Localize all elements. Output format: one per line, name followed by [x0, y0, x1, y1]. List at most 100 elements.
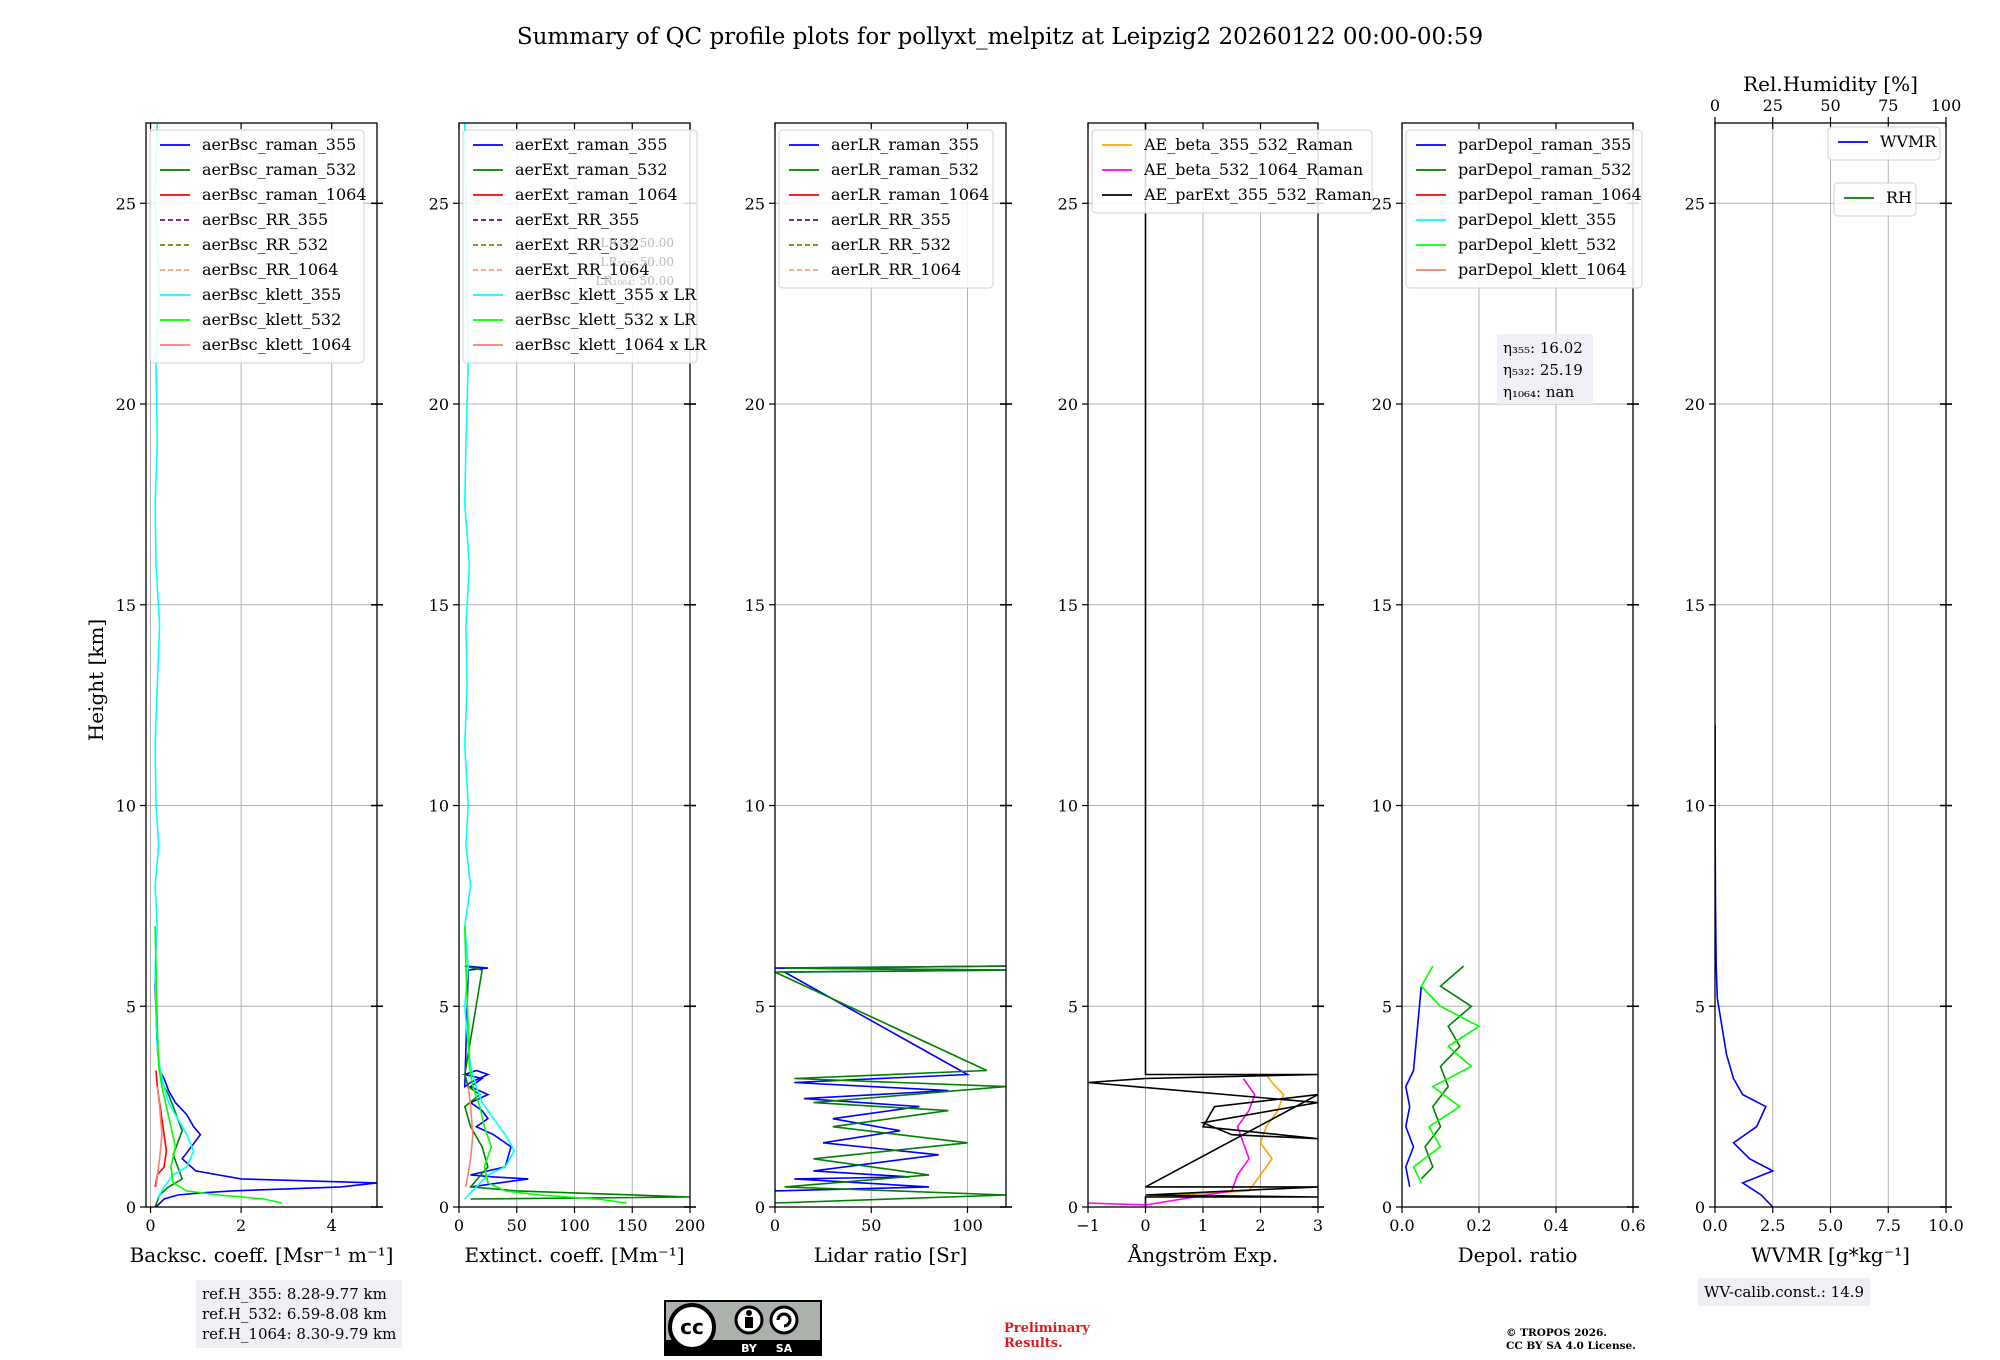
by-label: BY: [741, 1342, 758, 1355]
y-tick-label: 5: [755, 997, 765, 1016]
y-tick-label: 20: [745, 395, 765, 414]
y-tick-label: 0: [126, 1198, 136, 1217]
x-tick-label: 0.0: [1389, 1216, 1414, 1235]
legend-entry: aerBsc_klett_355 x LR: [515, 285, 697, 304]
y-tick-label: 10: [1685, 797, 1705, 816]
x-tick-label: 0: [1140, 1216, 1150, 1235]
wv-calib-box: WV-calib.const.: 14.9: [1698, 1278, 1871, 1306]
sa-label: SA: [776, 1342, 793, 1355]
y-tick-label: 0: [439, 1198, 449, 1217]
legend-entry: AE_beta_532_1064_Raman: [1143, 160, 1363, 179]
y-tick-label: 5: [1068, 997, 1078, 1016]
cc-by-sa-badge: cc BY SA: [664, 1300, 822, 1356]
y-tick-label: 10: [745, 797, 765, 816]
x-axis-label: Backsc. coeff. [Msr⁻¹ m⁻¹]: [130, 1243, 394, 1267]
plot-frame: [774, 122, 1007, 1208]
legend-entry: aerExt_raman_532: [515, 160, 668, 179]
legend-entry: aerExt_RR_1064: [515, 260, 650, 279]
preliminary-line-2: Results.: [1004, 1336, 1063, 1351]
y-tick-label: 10: [1372, 797, 1392, 816]
copyright-note: © TROPOS 2026. CC BY SA 4.0 License.: [1506, 1327, 1636, 1353]
wv-calib-const: WV-calib.const.: 14.9: [1704, 1283, 1865, 1301]
plot-frame: [1401, 122, 1634, 1208]
y-axis-label: Height [km]: [84, 619, 108, 741]
x-tick-label: 0: [770, 1216, 780, 1235]
top-tick-label: 100: [1931, 96, 1962, 115]
x-tick-label: 100: [952, 1216, 983, 1235]
top-tick-label: 50: [1820, 96, 1840, 115]
ref-height-box: ref.H_355: 8.28-9.77 km ref.H_532: 6.59-…: [196, 1280, 403, 1348]
legend-entry: aerBsc_raman_532: [202, 160, 356, 179]
series-line-parDepol_raman_355: [1404, 986, 1423, 1188]
series-line-aerBsc_raman_355: [154, 966, 377, 1207]
y-tick-label: 15: [1372, 596, 1392, 615]
legend-entry: RH: [1886, 188, 1912, 207]
series-line-AE_beta_355_532_Raman: [1145, 1074, 1285, 1198]
y-tick-label: 20: [429, 395, 449, 414]
y-tick-label: 15: [1685, 596, 1705, 615]
y-tick-label: 15: [429, 596, 449, 615]
x-tick-label: 0: [145, 1216, 155, 1235]
series-line-parDepol_raman_532: [1420, 965, 1473, 1180]
x-tick-label: 2: [236, 1216, 246, 1235]
series-line-aerLR_raman_532: [775, 965, 1006, 1204]
legend-entry: aerLR_RR_355: [831, 210, 951, 229]
y-tick-label: 25: [745, 194, 765, 213]
panel-depol: 0 5 10 15 20 25 0.0 0.2 0.4 0.6 Depol. ratio parDep…: [1372, 122, 1646, 1267]
x-axis-label: Ångström Exp.: [1127, 1242, 1278, 1267]
y-tick-label: 10: [116, 797, 136, 816]
y-tick-label: 0: [1382, 1198, 1392, 1217]
y-tick-label: 20: [1685, 395, 1705, 414]
figure-title: Summary of QC profile plots for pollyxt_…: [517, 24, 1483, 50]
legend: parDepol_raman_355 parDepol_raman_532 parD…: [1405, 129, 1643, 289]
series-group: [1404, 965, 1481, 1188]
y-tick-label: 25: [1372, 194, 1392, 213]
cc-circle-icon: [668, 1303, 716, 1351]
y-tick-label: 25: [429, 194, 449, 213]
x-tick-label: 5.0: [1818, 1216, 1843, 1235]
y-tick-label: 0: [755, 1198, 765, 1217]
x-tick-label: 2: [1255, 1216, 1265, 1235]
x-tick-label: 0: [454, 1216, 464, 1235]
x-tick-label: 3: [1313, 1216, 1323, 1235]
y-tick-label: 20: [1058, 395, 1078, 414]
legend-entry: aerLR_raman_355: [831, 135, 979, 154]
legend-entry: AE_beta_355_532_Raman: [1143, 135, 1353, 154]
x-tick-label: 50: [507, 1216, 527, 1235]
legend-entry: aerLR_raman_532: [831, 160, 979, 179]
y-tick-label: 5: [439, 997, 449, 1016]
series-line-aerBsc_klett_355: [154, 123, 195, 1200]
legend-entry: aerLR_RR_532: [831, 235, 951, 254]
series-line-aerBsc_klett_532: [154, 925, 283, 1204]
x-tick-label: 4: [327, 1216, 337, 1235]
x-tick-label: 100: [559, 1216, 590, 1235]
y-tick-label: 20: [1372, 395, 1392, 414]
legend-box: [778, 129, 994, 289]
x-tick-label: 150: [617, 1216, 648, 1235]
legend-box: [1091, 129, 1373, 214]
legend-box: [1405, 129, 1643, 289]
lr-annotation: LR₅₃₂: 50.00: [600, 255, 674, 269]
legend-entry: aerBsc_klett_355: [202, 285, 341, 304]
ref-h-355: ref.H_355: 8.28-9.77 km: [202, 1285, 387, 1303]
x-axis-label: Extinct. coeff. [Mm⁻¹]: [464, 1243, 684, 1267]
eta-annotation: η₁₀₆₄: nan: [1503, 383, 1574, 401]
x-tick-label: 50: [861, 1216, 881, 1235]
top-axis-label: Rel.Humidity [%]: [1743, 72, 1918, 96]
series-group: [775, 965, 1006, 1204]
legend-entry: aerBsc_klett_1064: [202, 335, 351, 354]
legend-entry: aerBsc_RR_1064: [202, 260, 338, 279]
series-group: [1088, 123, 1318, 1207]
y-tick-label: 15: [116, 596, 136, 615]
x-axis-label: WVMR [g*kg⁻¹]: [1751, 1243, 1910, 1267]
legend-entry: aerExt_raman_355: [515, 135, 668, 154]
y-tick-label: 25: [1685, 194, 1705, 213]
legend-entry: aerLR_raman_1064: [831, 185, 989, 204]
legend: aerLR_raman_355 aerLR_raman_532 aerLR_rama…: [778, 129, 994, 289]
y-tick-label: 25: [116, 194, 136, 213]
panel-bsc: 0 5 10 15 20 25 0 2 4 Backsc. coeff. [Msr⁻¹ m⁻¹] a…: [116, 122, 394, 1267]
legend-entry: parDepol_klett_1064: [1458, 260, 1627, 279]
legend-box: [462, 129, 698, 364]
eta-box: η₃₅₅: 16.02 η₅₃₂: 25.19 η₁₀₆₄: nan: [1497, 334, 1593, 404]
series-group: [461, 123, 690, 1204]
